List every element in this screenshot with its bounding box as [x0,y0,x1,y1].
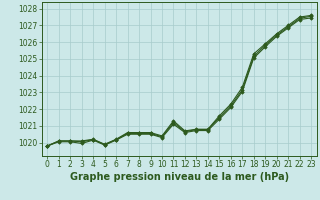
X-axis label: Graphe pression niveau de la mer (hPa): Graphe pression niveau de la mer (hPa) [70,172,289,182]
